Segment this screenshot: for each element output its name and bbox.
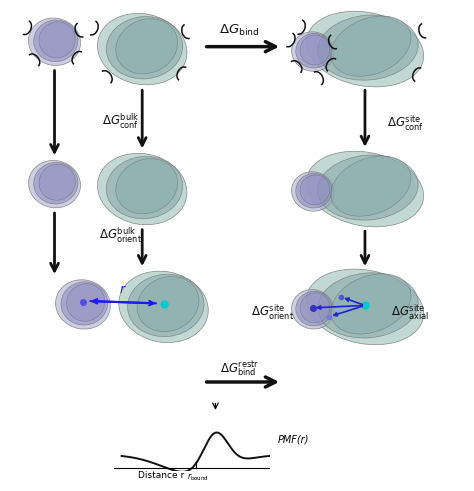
Ellipse shape <box>61 282 108 325</box>
FancyArrowPatch shape <box>334 306 362 316</box>
Text: $\Delta G_\mathrm{conf}^\mathrm{site}$: $\Delta G_\mathrm{conf}^\mathrm{site}$ <box>387 114 424 134</box>
FancyArrowPatch shape <box>361 90 369 144</box>
Ellipse shape <box>34 20 78 61</box>
Ellipse shape <box>300 293 330 323</box>
Ellipse shape <box>296 291 332 326</box>
Ellipse shape <box>66 284 105 321</box>
Text: $\Delta G_\mathrm{conf}^\mathrm{bulk}$: $\Delta G_\mathrm{conf}^\mathrm{bulk}$ <box>102 111 140 131</box>
Ellipse shape <box>106 157 182 219</box>
Ellipse shape <box>119 271 208 343</box>
Ellipse shape <box>300 35 330 65</box>
FancyArrowPatch shape <box>138 90 146 145</box>
Ellipse shape <box>116 159 178 214</box>
Ellipse shape <box>306 11 424 87</box>
Text: $\Delta G_\mathrm{orient}^\mathrm{site}$: $\Delta G_\mathrm{orient}^\mathrm{site}$ <box>251 302 294 322</box>
Text: $\Delta G_\mathrm{bind}^\mathrm{restr}$: $\Delta G_\mathrm{bind}^\mathrm{restr}$ <box>219 359 259 379</box>
Ellipse shape <box>292 32 334 71</box>
Ellipse shape <box>116 19 178 74</box>
Ellipse shape <box>296 33 332 68</box>
Ellipse shape <box>292 290 334 329</box>
Ellipse shape <box>28 18 81 65</box>
FancyArrowPatch shape <box>207 377 275 387</box>
Ellipse shape <box>318 273 418 338</box>
Ellipse shape <box>292 172 334 211</box>
Ellipse shape <box>98 153 187 225</box>
Text: $\Delta G_\mathrm{axial}^\mathrm{site}$: $\Delta G_\mathrm{axial}^\mathrm{site}$ <box>391 302 429 322</box>
Ellipse shape <box>39 22 75 58</box>
Text: Distance r: Distance r <box>137 471 184 480</box>
Text: $r$: $r$ <box>119 283 127 296</box>
FancyArrowPatch shape <box>91 301 154 305</box>
Ellipse shape <box>55 280 110 329</box>
Ellipse shape <box>300 175 330 205</box>
Ellipse shape <box>318 155 418 220</box>
Ellipse shape <box>306 269 424 345</box>
Ellipse shape <box>331 16 411 76</box>
FancyArrowPatch shape <box>138 230 146 263</box>
Ellipse shape <box>331 156 411 216</box>
Ellipse shape <box>318 15 418 80</box>
FancyArrowPatch shape <box>361 231 369 263</box>
Text: $r_\mathrm{bound}$: $r_\mathrm{bound}$ <box>187 471 208 483</box>
Text: $\Delta G_\mathrm{orient}^\mathrm{bulk}$: $\Delta G_\mathrm{orient}^\mathrm{bulk}$ <box>99 226 143 246</box>
FancyArrowPatch shape <box>93 299 156 303</box>
Ellipse shape <box>306 151 424 227</box>
FancyArrowPatch shape <box>51 213 58 271</box>
FancyArrowPatch shape <box>51 71 58 152</box>
FancyArrowPatch shape <box>318 305 362 309</box>
Ellipse shape <box>137 276 199 331</box>
Text: PMF(r): PMF(r) <box>278 435 310 444</box>
Ellipse shape <box>331 274 411 334</box>
Ellipse shape <box>296 173 332 208</box>
Ellipse shape <box>28 161 81 208</box>
Ellipse shape <box>106 17 182 79</box>
Ellipse shape <box>34 163 78 204</box>
Ellipse shape <box>39 164 75 200</box>
Text: $\Delta G_\mathrm{bind}$: $\Delta G_\mathrm{bind}$ <box>219 23 260 38</box>
Ellipse shape <box>98 13 187 85</box>
FancyArrowPatch shape <box>207 42 275 52</box>
Ellipse shape <box>128 274 204 337</box>
FancyArrowPatch shape <box>346 298 362 304</box>
